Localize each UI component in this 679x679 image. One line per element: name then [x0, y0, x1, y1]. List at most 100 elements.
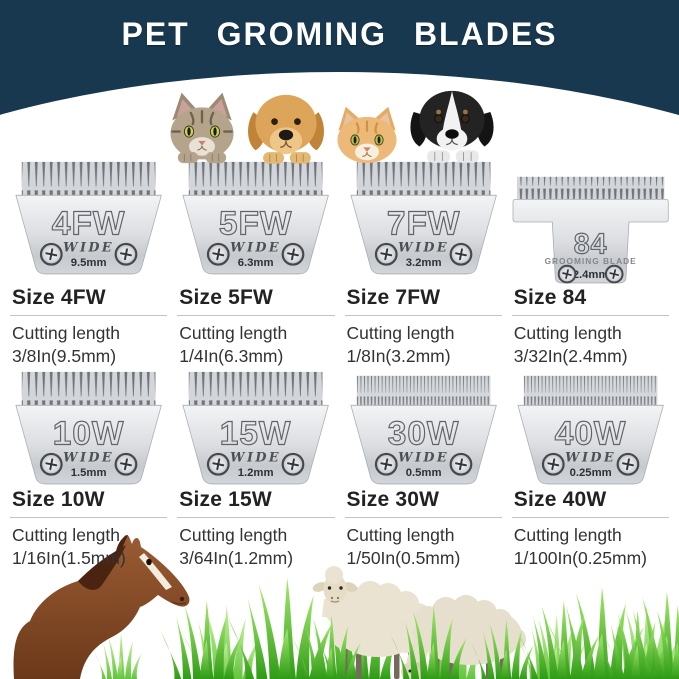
size-heading: Size 10W [10, 488, 168, 518]
cutting-length-label: Cutting length [513, 525, 622, 545]
cutting-length-label: Cutting length [346, 323, 455, 343]
ginger-cat-illustration [337, 106, 397, 164]
blade-mm-engraving: 1.2mm [238, 467, 274, 479]
screw-icon [114, 242, 138, 266]
blade-tag-engraving: GROOMING BLADE [544, 256, 636, 266]
size-heading: Size 7FW [344, 286, 502, 316]
cutting-length-label: Cutting length [513, 323, 622, 343]
blade-tag-engraving: WIDE [398, 450, 449, 465]
cat-paw [177, 152, 199, 164]
sheep-eye [327, 586, 332, 590]
cutting-length-label: Cutting length [12, 323, 120, 343]
blade-spec-5fw: Size 5FW Cutting length 1/4In(6.3mm) [177, 286, 335, 368]
blade-84: 84 GROOMING BLADE 2.4mm [512, 176, 669, 284]
screw-icon [281, 242, 305, 266]
cutting-length-label: Cutting length [346, 525, 455, 545]
dog-paw [427, 150, 451, 163]
cutting-length-value: 1/100In(0.25mm) [513, 547, 648, 568]
screw-icon [281, 452, 305, 476]
horse-mane [78, 545, 126, 590]
blade-spec-7fw: Size 7FW Cutting length 1/8In(3.2mm) [344, 286, 502, 368]
blade-10w: 10W WIDE 1.5mm [15, 371, 162, 485]
blade-spec-4fw: Size 4FW Cutting length 3/8In(9.5mm) [10, 286, 168, 368]
blade-code-engraving: 30W [387, 416, 459, 453]
cutting-length-value: 3/32In(2.4mm) [513, 345, 628, 366]
size-heading: Size 5FW [177, 286, 335, 316]
screw-icon [604, 264, 624, 284]
dog-paw [289, 152, 311, 164]
screw-icon [374, 242, 398, 266]
blade-40w: 40W WIDE 0.25mm [517, 375, 664, 485]
blade-teeth [356, 161, 490, 197]
dog-eye [294, 118, 301, 125]
screw-icon [449, 242, 472, 266]
blade-4fw: 4FW WIDE 9.5mm [15, 161, 162, 275]
blade-mm-engraving: 9.5mm [71, 257, 107, 269]
label-row-1: Size 4FW Cutting length 3/8In(9.5mm) Siz… [10, 286, 669, 368]
blade-15w: 15W WIDE 1.2mm [182, 371, 330, 485]
blade-row-1: 4FW WIDE 9.5mm 5FW WIDE 6.3mm 7FW WIDE 3… [10, 156, 669, 287]
cat-nose [198, 140, 206, 146]
blade-spec-10w: Size 10W Cutting length 1/16In(1.5mm) [10, 488, 168, 570]
horse-nostril [179, 596, 185, 602]
blade-code-engraving: 84 [574, 228, 608, 260]
blade-spec-15w: Size 15W Cutting length 3/64In(1.2mm) [177, 488, 335, 570]
size-heading: Size 15W [177, 488, 335, 518]
blade-mm-engraving: 6.3mm [238, 257, 274, 269]
horse-eye [146, 558, 152, 566]
screw-icon [207, 452, 230, 476]
blade-teeth [21, 371, 156, 407]
cat-paw [205, 152, 227, 164]
blade-tag-engraving: WIDE [230, 450, 281, 465]
blade-mm-engraving: 3.2mm [405, 257, 441, 269]
blade-mm-engraving: 2.4mm [572, 269, 608, 281]
blade-tag-engraving: WIDE [398, 240, 449, 255]
blade-7fw: 7FW WIDE 3.2mm [349, 161, 497, 275]
blade-code-engraving: 5FW [219, 206, 292, 243]
blade-mm-engraving: 0.5mm [405, 467, 441, 479]
blade-code-engraving: 10W [53, 416, 125, 453]
screw-icon [39, 242, 63, 266]
screw-icon [541, 452, 565, 476]
dog-paw [263, 152, 285, 164]
screw-icon [114, 452, 138, 476]
cat-eyes [183, 125, 221, 138]
page-title: PET GROMING BLADES [121, 16, 558, 52]
blade-teeth [356, 375, 490, 407]
cutting-length-label: Cutting length [179, 323, 288, 343]
farm-scene [13, 535, 679, 679]
size-heading: Size 40W [511, 488, 669, 518]
screw-icon [374, 452, 398, 476]
blade-teeth [21, 161, 156, 197]
blade-code-engraving: 15W [220, 416, 292, 453]
blade-tag-engraving: WIDE [230, 240, 281, 255]
dog-paw [455, 150, 479, 163]
blade-code-engraving: 4FW [52, 206, 125, 243]
dog-eye [271, 118, 278, 125]
screw-icon [449, 452, 472, 476]
size-heading: Size 4FW [10, 286, 168, 316]
blade-spec-30w: Size 30W Cutting length 1/50In(0.5mm) [344, 488, 502, 570]
dog-eye [434, 114, 443, 124]
dog-blaze [442, 90, 462, 134]
cutting-length-value: 1/4In(6.3mm) [179, 345, 284, 366]
sheep-eye [408, 669, 412, 673]
tabby-cat-illustration [170, 92, 234, 164]
cutting-length-label: Cutting length [12, 525, 120, 545]
blade-teeth [523, 375, 658, 407]
blade-teeth [189, 371, 323, 407]
cutting-length-value: 1/8In(3.2mm) [346, 345, 451, 366]
cat-nose [363, 147, 371, 152]
blade-mm-engraving: 0.25mm [569, 467, 611, 479]
blade-mm-engraving: 1.5mm [71, 467, 107, 479]
blade-5fw: 5FW WIDE 6.3mm [182, 161, 330, 275]
dog-nose [278, 129, 294, 141]
blade-code-engraving: 40W [555, 416, 627, 453]
blade-spec-40w: Size 40W Cutting length 1/100In(0.25mm) [511, 488, 669, 570]
screw-icon [39, 452, 63, 476]
cutting-length-value: 3/8In(9.5mm) [12, 345, 117, 366]
sheep-eye [339, 586, 343, 590]
blade-teeth [516, 176, 665, 201]
cutting-length-value: 1/50In(0.5mm) [346, 547, 461, 568]
